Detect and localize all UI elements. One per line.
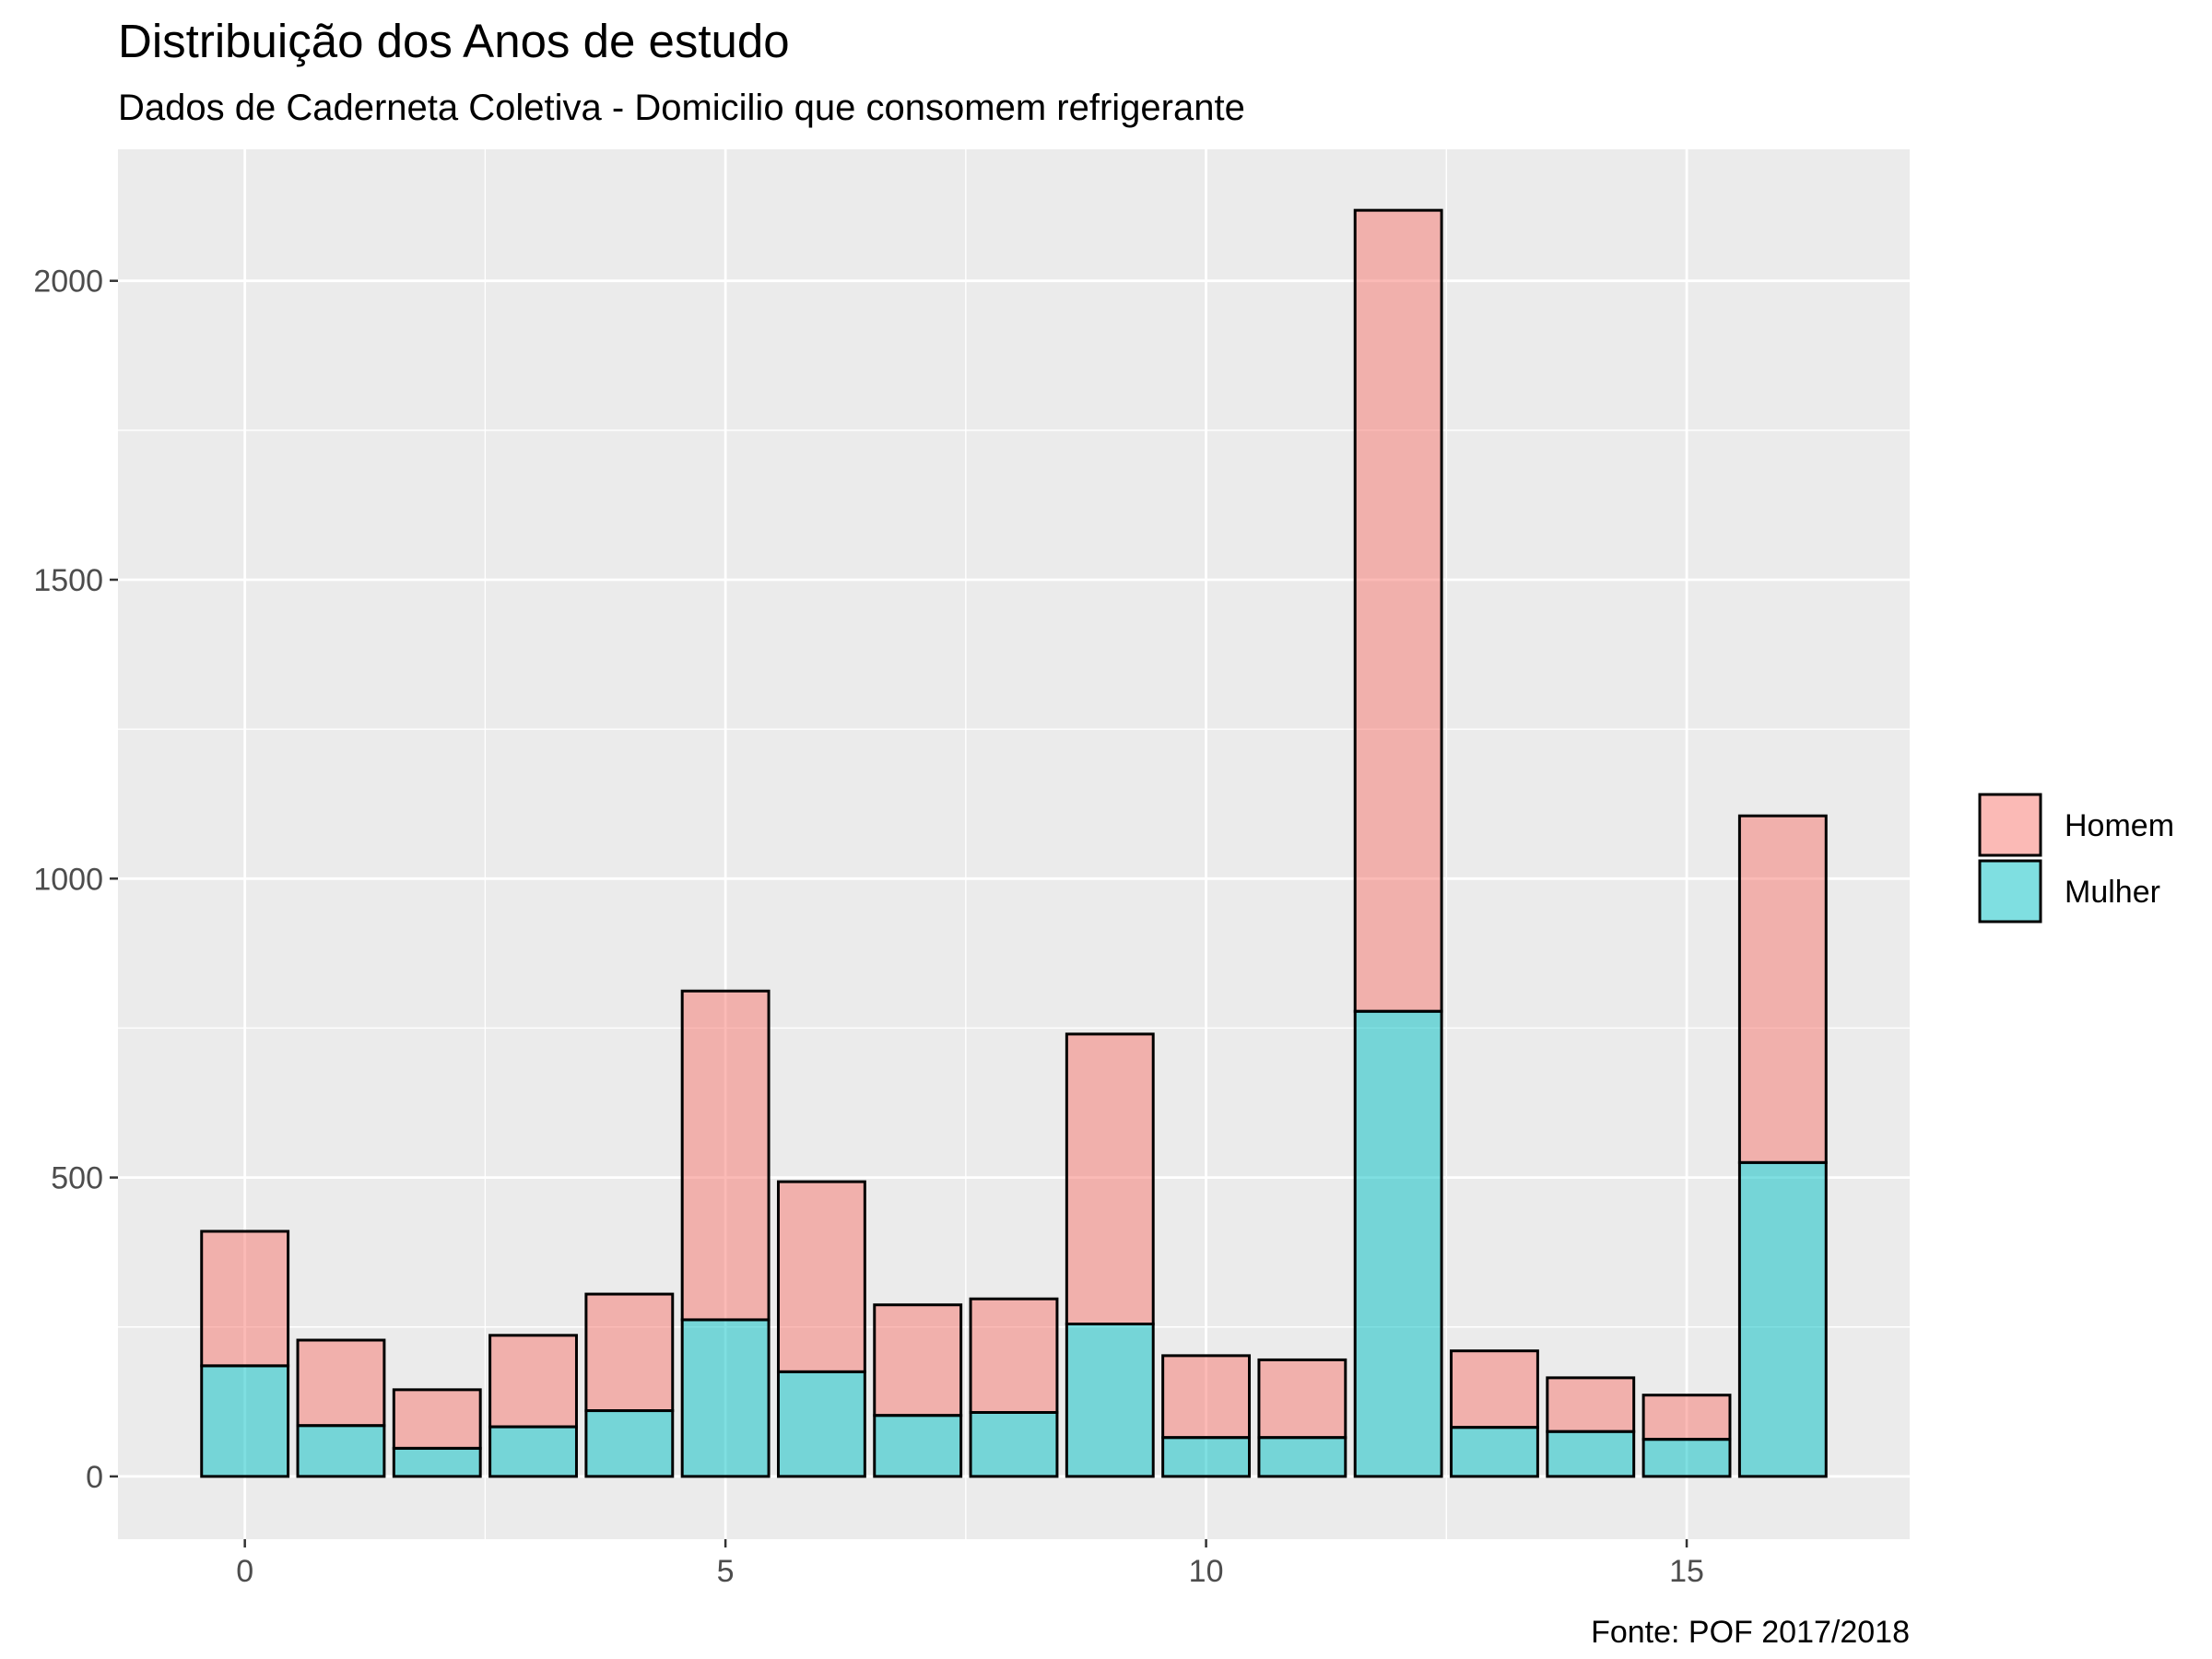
bar-mulher-7 xyxy=(873,1414,963,1478)
x-axis: 0 5 10 15 xyxy=(236,1539,1704,1589)
bar-homem-0 xyxy=(200,1230,290,1368)
bar-mulher-10 xyxy=(1161,1436,1252,1478)
bar-mulher-4 xyxy=(584,1409,675,1478)
bar-homem-5 xyxy=(680,989,771,1322)
bar-homem-12 xyxy=(1353,208,1443,1013)
bar-mulher-6 xyxy=(776,1370,866,1478)
y-tick-label: 1500 xyxy=(33,563,103,598)
bars xyxy=(200,208,1828,1478)
bar-homem-6 xyxy=(776,1180,866,1373)
bar-mulher-8 xyxy=(969,1410,1059,1478)
bar-homem-11 xyxy=(1257,1358,1347,1440)
bar-homem-13 xyxy=(1450,1349,1539,1430)
bar-mulher-5 xyxy=(680,1318,771,1478)
y-tick-label: 1000 xyxy=(33,862,103,897)
legend-key-homem xyxy=(1978,793,2042,857)
x-tick-label: 0 xyxy=(236,1554,253,1589)
bar-mulher-2 xyxy=(392,1446,482,1478)
legend-label-mulher: Mulher xyxy=(2065,875,2160,910)
y-tick-label: 500 xyxy=(51,1161,103,1196)
x-tick-label: 15 xyxy=(1669,1554,1704,1589)
y-tick-label: 0 xyxy=(86,1460,103,1495)
bar-mulher-13 xyxy=(1450,1426,1539,1478)
x-tick-label: 10 xyxy=(1189,1554,1224,1589)
bar-mulher-3 xyxy=(488,1425,578,1478)
legend: Homem Mulher xyxy=(1978,793,2174,924)
bar-homem-10 xyxy=(1161,1354,1252,1440)
bar-homem-2 xyxy=(392,1388,482,1450)
plot-panel xyxy=(118,149,1910,1539)
legend-key-mulher xyxy=(1978,859,2042,924)
chart-caption: Fonte: POF 2017/2018 xyxy=(1591,1615,1910,1650)
bar-mulher-0 xyxy=(200,1364,290,1478)
chart-title: Distribuição dos Anos de estudo xyxy=(118,15,790,67)
bar-homem-15 xyxy=(1641,1394,1732,1441)
bar-homem-14 xyxy=(1546,1376,1636,1433)
bar-homem-4 xyxy=(584,1292,675,1413)
legend-label-homem: Homem xyxy=(2065,808,2174,843)
bar-homem-16 xyxy=(1737,814,1828,1164)
bar-mulher-14 xyxy=(1546,1430,1636,1478)
bar-mulher-1 xyxy=(296,1424,386,1478)
chart-subtitle: Dados de Caderneta Coletiva - Domicilio … xyxy=(118,88,1245,128)
bar-homem-3 xyxy=(488,1334,578,1429)
y-tick-label: 2000 xyxy=(33,265,103,300)
bar-mulher-15 xyxy=(1641,1438,1732,1478)
bar-homem-8 xyxy=(969,1297,1059,1414)
y-axis: 0 500 1000 1500 2000 xyxy=(33,265,118,1495)
x-tick-label: 5 xyxy=(717,1554,735,1589)
bar-homem-9 xyxy=(1065,1032,1155,1326)
bar-mulher-9 xyxy=(1065,1323,1155,1478)
bar-mulher-11 xyxy=(1257,1436,1347,1478)
bar-homem-1 xyxy=(296,1338,386,1428)
bar-mulher-16 xyxy=(1737,1160,1828,1478)
bar-mulher-12 xyxy=(1353,1009,1443,1478)
bar-homem-7 xyxy=(873,1303,963,1418)
